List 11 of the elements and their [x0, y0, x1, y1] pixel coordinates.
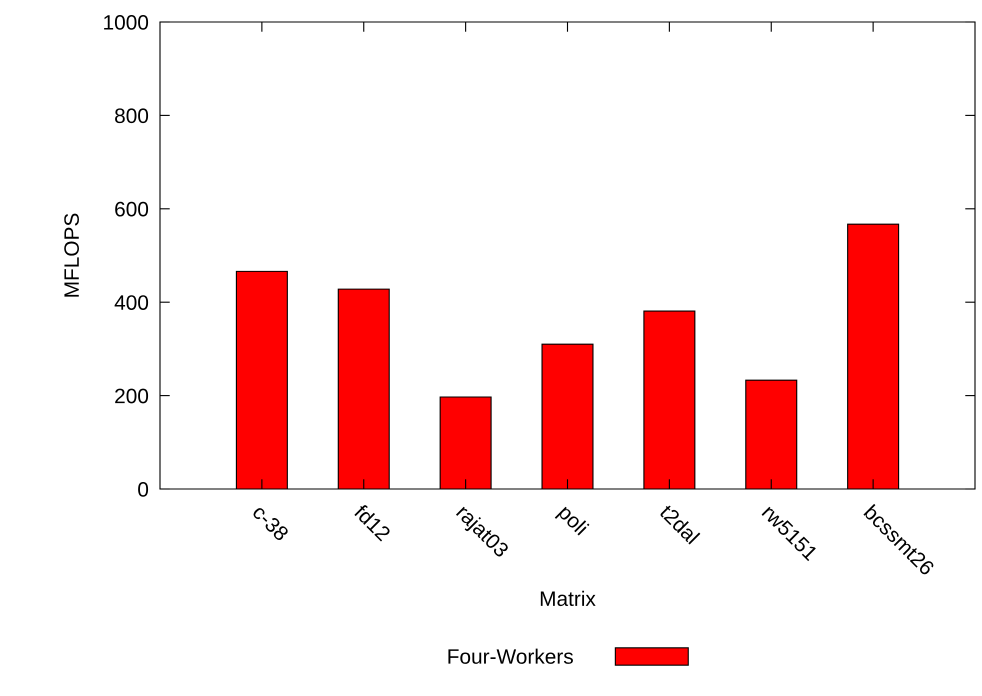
legend-label: Four-Workers	[448, 648, 573, 664]
y-tick-label: 1000	[104, 15, 148, 30]
y-tick-label: 0	[138, 482, 148, 497]
x-tick-label: poli	[554, 504, 590, 539]
y-tick-label: 800	[115, 108, 148, 124]
y-tick-label: 600	[115, 202, 148, 217]
x-tick-label: c-38	[252, 504, 290, 542]
y-tick-label: 400	[114, 295, 148, 310]
y-tick-label: 200	[115, 388, 148, 404]
x-axis-title: Matrix	[540, 590, 596, 606]
y-axis-title: MFLOPS	[64, 214, 79, 297]
